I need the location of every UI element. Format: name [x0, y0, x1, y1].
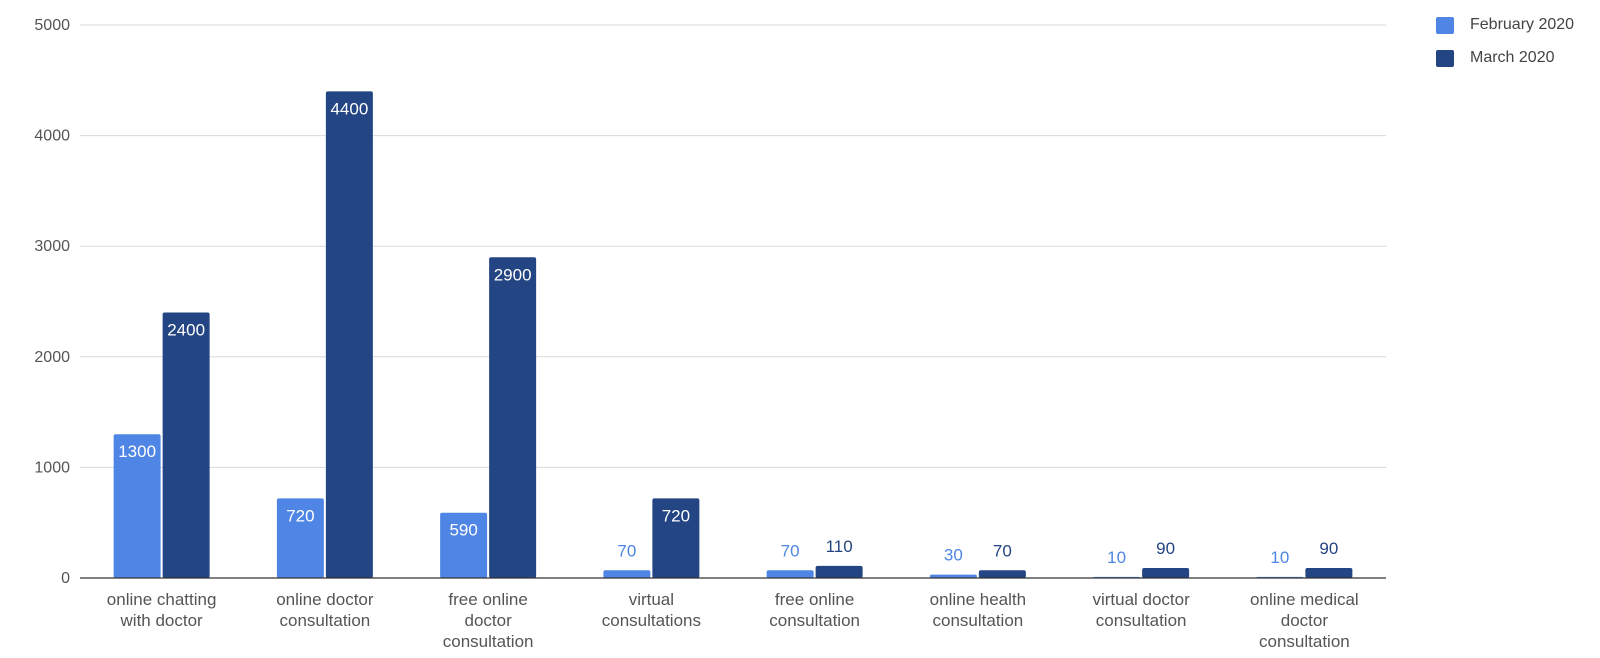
y-tick-label-3000: 3000: [34, 238, 70, 255]
x-tick-label-1-line-1: consultation: [280, 611, 371, 630]
data-label-march-2020-3: 720: [662, 506, 690, 525]
x-tick-label-2-line-1: doctor: [465, 611, 513, 630]
data-label-february-2020-0: 1300: [118, 442, 156, 461]
x-tick-label-7-line-0: online medical: [1250, 590, 1359, 609]
data-label-march-2020-2: 2900: [494, 265, 532, 284]
legend-label-march-2020: March 2020: [1470, 49, 1555, 66]
data-label-february-2020-6: 10: [1107, 548, 1126, 567]
x-tick-label-3-line-0: virtual: [629, 590, 674, 609]
data-label-march-2020-7: 90: [1319, 539, 1338, 558]
bar-march-2020-1: [325, 91, 373, 579]
y-tick-label-1000: 1000: [34, 459, 70, 476]
data-label-march-2020-4: 110: [826, 537, 853, 556]
x-tick-label-7-line-1: doctor: [1281, 611, 1329, 630]
bar-march-2020-5: [978, 570, 1026, 578]
data-label-february-2020-5: 30: [944, 546, 963, 565]
data-label-march-2020-6: 90: [1156, 539, 1175, 558]
y-tick-label-5000: 5000: [34, 17, 70, 34]
data-label-february-2020-1: 720: [286, 506, 314, 525]
bar-march-2020-2: [489, 257, 537, 578]
legend-label-february-2020: February 2020: [1470, 16, 1575, 33]
x-tick-label-6-line-1: consultation: [1096, 611, 1187, 630]
bar-february-2020-3: [603, 570, 651, 578]
legend-item-february-2020: February 2020: [1436, 14, 1574, 36]
x-tick-label-2-line-2: consultation: [443, 632, 534, 651]
y-tick-label-2000: 2000: [34, 349, 70, 366]
bar-march-2020-0: [162, 312, 210, 578]
x-tick-label-5-line-0: online health: [930, 590, 1026, 609]
data-label-march-2020-0: 2400: [167, 321, 205, 340]
x-tick-label-4-line-1: consultation: [769, 611, 860, 630]
x-tick-label-4-line-0: free online: [775, 590, 854, 609]
chart-legend: February 2020 March 2020: [1436, 14, 1574, 80]
bar-february-2020-5: [929, 574, 977, 578]
data-label-february-2020-3: 70: [617, 541, 636, 560]
data-label-march-2020-1: 4400: [330, 99, 368, 118]
bar-march-2020-4: [815, 565, 863, 578]
bar-march-2020-6: [1142, 568, 1190, 578]
bar-february-2020-2: [440, 512, 488, 578]
data-label-march-2020-5: 70: [993, 541, 1012, 560]
y-tick-label-0: 0: [61, 570, 70, 587]
y-tick-label-4000: 4000: [34, 128, 70, 145]
bar-february-2020-1: [276, 498, 324, 578]
x-tick-label-0-line-1: with doctor: [120, 611, 204, 630]
x-tick-label-2-line-0: free online: [448, 590, 527, 609]
data-label-february-2020-7: 10: [1270, 548, 1289, 567]
legend-swatch-march-2020: [1436, 49, 1454, 67]
x-tick-label-1-line-0: online doctor: [276, 590, 374, 609]
data-label-february-2020-4: 70: [781, 541, 800, 560]
bar-february-2020-0: [113, 434, 161, 578]
bar-march-2020-7: [1305, 568, 1353, 578]
legend-item-march-2020: March 2020: [1436, 47, 1574, 69]
x-tick-label-6-line-0: virtual doctor: [1092, 590, 1190, 609]
bar-march-2020-3: [652, 498, 700, 578]
x-tick-label-0-line-0: online chatting: [107, 590, 217, 609]
x-tick-label-5-line-1: consultation: [933, 611, 1024, 630]
x-tick-label-7-line-2: consultation: [1259, 632, 1350, 651]
legend-swatch-february-2020: [1436, 16, 1454, 34]
x-tick-label-3-line-1: consultations: [602, 611, 701, 630]
data-label-february-2020-2: 590: [449, 521, 477, 540]
bar-february-2020-4: [766, 570, 814, 578]
